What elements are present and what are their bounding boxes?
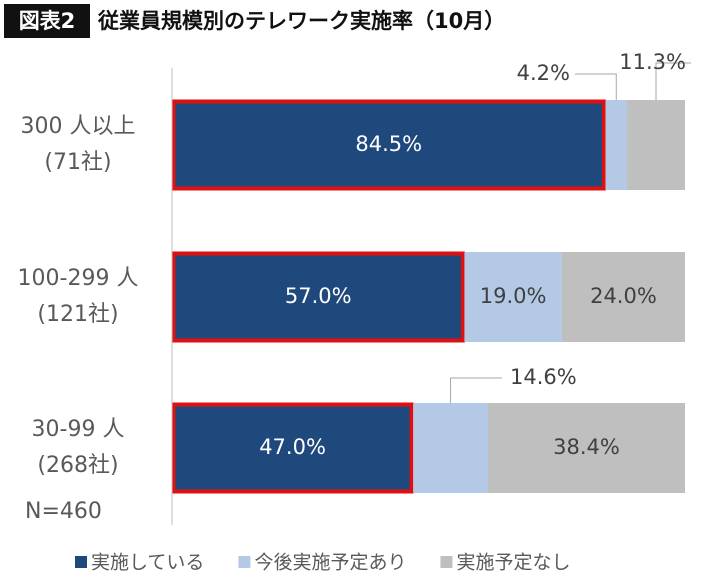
legend-label: 実施している (91, 552, 204, 574)
bar-segment (413, 403, 489, 493)
value-label: 84.5% (355, 132, 422, 156)
bar-segment (171, 402, 414, 494)
y-tick-label: 300 人以上 (21, 114, 136, 139)
y-tick-label: 30-99 人 (32, 417, 125, 442)
chart-title: 従業員規模別のテレワーク実施率（10月） (97, 9, 505, 33)
y-tick-label: (268社) (37, 453, 118, 478)
badge: 図表2 (19, 9, 76, 33)
value-label: 4.2% (517, 61, 570, 85)
value-label: 19.0% (480, 284, 547, 308)
value-label: 24.0% (590, 284, 657, 308)
badge-box (4, 4, 90, 38)
value-label: 38.4% (553, 435, 620, 459)
legend-swatch (440, 556, 453, 568)
legend-label: 今後実施予定あり (254, 552, 406, 574)
value-label: 47.0% (259, 435, 326, 459)
legend-label: 実施予定なし (456, 552, 570, 574)
leader-line (655, 62, 691, 100)
bar-segment (171, 251, 465, 343)
bar-segment (605, 100, 628, 190)
legend-swatch (75, 556, 87, 568)
y-tick-label: (121社) (37, 302, 118, 327)
bar-segment (561, 252, 685, 342)
value-label: 11.3% (619, 50, 686, 74)
leader-line (450, 377, 502, 403)
bar-segment (627, 100, 685, 190)
bar-segment (488, 403, 685, 493)
bar-segment (464, 252, 562, 342)
legend-swatch (238, 556, 251, 568)
leader-line (575, 73, 617, 100)
note: N=460 (25, 499, 102, 524)
y-tick-label: 100-299 人 (18, 266, 139, 291)
bar-segment (171, 99, 606, 191)
value-label: 57.0% (285, 284, 352, 308)
value-label: 14.6% (510, 365, 577, 389)
y-tick-label: (71社) (44, 150, 111, 175)
